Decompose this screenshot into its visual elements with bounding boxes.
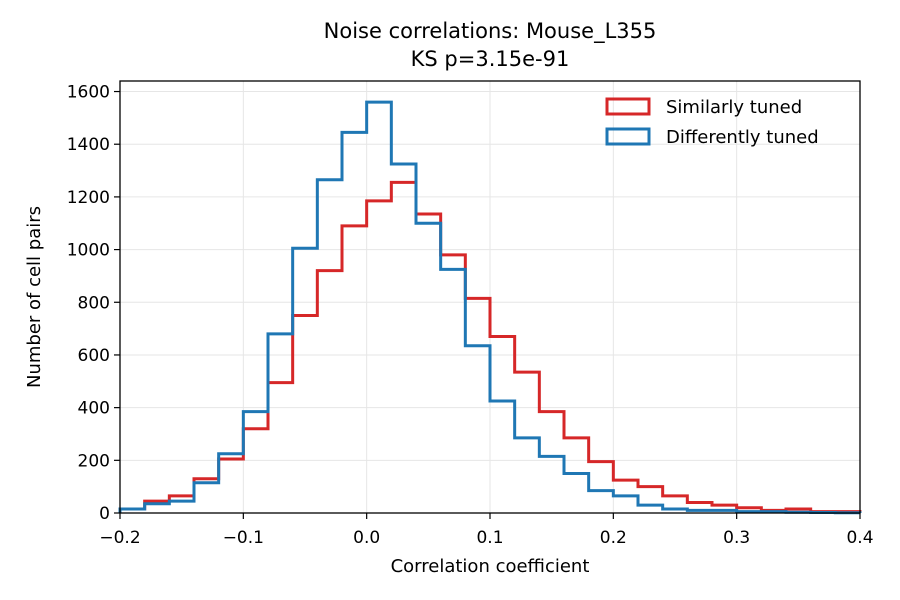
legend-swatch-similarly-tuned bbox=[605, 97, 651, 116]
series-similarly-tuned-step bbox=[118, 180, 862, 514]
chart-title: Noise correlations: Mouse_L355 bbox=[324, 19, 657, 44]
y-tick-label: 1400 bbox=[67, 135, 110, 155]
x-tick-label: 0.4 bbox=[846, 528, 873, 548]
y-tick-label: 1200 bbox=[67, 188, 110, 208]
y-axis-label: Number of cell pairs bbox=[24, 206, 45, 388]
y-tick-label: 1600 bbox=[67, 83, 110, 103]
x-tick-label: 0.0 bbox=[353, 528, 380, 548]
series-differently-tuned-step bbox=[118, 100, 862, 515]
y-axis: 0 200 400 600 800 1000 1200 1400 1600 bbox=[67, 83, 120, 524]
x-tick-label: 0.2 bbox=[600, 528, 627, 548]
legend: Similarly tuned Differently tuned bbox=[605, 97, 819, 148]
y-tick-label: 800 bbox=[78, 293, 110, 313]
x-tick-label: 0.1 bbox=[476, 528, 503, 548]
y-tick-label: 0 bbox=[99, 504, 110, 524]
chart-subtitle: KS p=3.15e-91 bbox=[411, 47, 570, 71]
y-tick-label: 400 bbox=[78, 399, 110, 419]
legend-label-differently-tuned: Differently tuned bbox=[666, 127, 819, 148]
histogram-series bbox=[118, 100, 862, 515]
legend-label-similarly-tuned: Similarly tuned bbox=[666, 97, 802, 118]
y-tick-label: 600 bbox=[78, 346, 110, 366]
y-tick-label: 1000 bbox=[67, 241, 110, 261]
y-tick-label: 200 bbox=[78, 451, 110, 471]
x-tick-label: −0.2 bbox=[99, 528, 140, 548]
legend-swatch-differently-tuned bbox=[605, 127, 651, 146]
x-axis-label: Correlation coefficient bbox=[391, 556, 590, 577]
x-axis: −0.2 −0.1 0.0 0.1 0.2 0.3 0.4 bbox=[99, 513, 874, 548]
x-tick-label: −0.1 bbox=[223, 528, 264, 548]
x-tick-label: 0.3 bbox=[723, 528, 750, 548]
